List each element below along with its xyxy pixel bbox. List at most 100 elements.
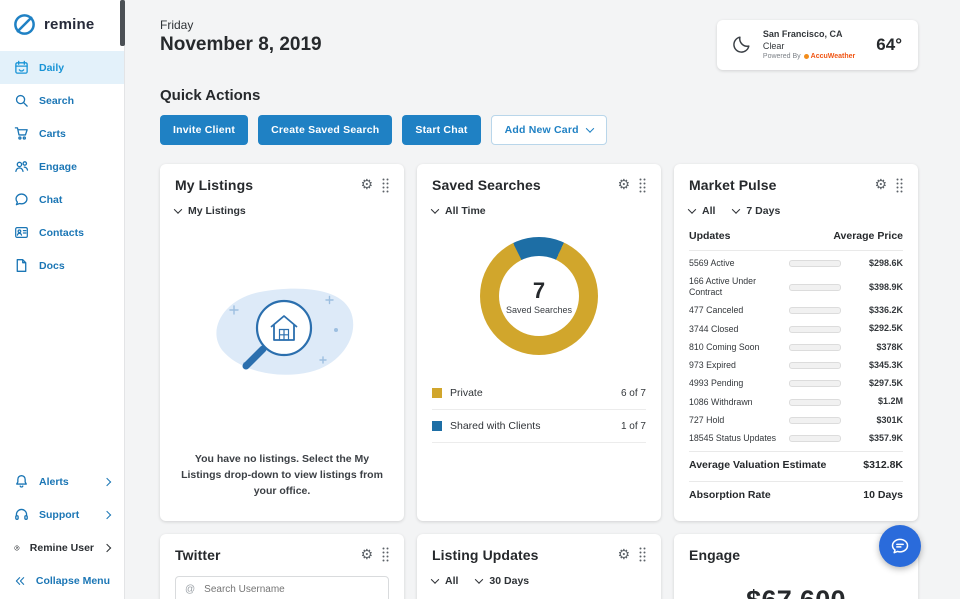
quick-actions-row: Invite Client Create Saved Search Start … bbox=[160, 115, 918, 146]
average-price-value: $292.5K bbox=[868, 323, 903, 334]
drag-handle-icon[interactable] bbox=[639, 547, 646, 562]
date-label: November 8, 2019 bbox=[160, 34, 322, 55]
range-filter-dropdown[interactable]: 7 Days bbox=[732, 205, 781, 218]
market-pulse-row: 1086 Withdrawn $1.2M bbox=[689, 393, 903, 411]
market-pulse-row: 727 Hold $301K bbox=[689, 411, 903, 429]
sidebar-item-contacts[interactable]: Contacts bbox=[0, 216, 124, 249]
remine-logo-icon bbox=[14, 14, 35, 35]
average-valuation-row: Average Valuation Estimate $312.8K bbox=[689, 450, 903, 478]
drag-handle-icon[interactable] bbox=[639, 178, 646, 193]
market-pulse-row: 166 Active Under Contract $398.9K bbox=[689, 273, 903, 302]
chevron-right-icon bbox=[102, 543, 112, 552]
gear-icon[interactable]: ⚙ bbox=[617, 177, 630, 194]
average-price-value: $378K bbox=[876, 341, 903, 352]
updates-column-header: Updates bbox=[689, 230, 731, 243]
sidebar-item-docs[interactable]: Docs bbox=[0, 249, 124, 282]
gear-icon[interactable]: ⚙ bbox=[360, 546, 373, 563]
chat-fab-button[interactable] bbox=[879, 525, 921, 567]
sidebar-item-collapse-menu[interactable]: Collapse Menu bbox=[0, 564, 124, 597]
main-content: Friday November 8, 2019 San Francisco, C… bbox=[126, 0, 960, 599]
sidebar-item-label: Chat bbox=[39, 193, 63, 206]
status-count-label: 4993 Pending bbox=[689, 378, 744, 389]
sidebar-item-chat[interactable]: Chat bbox=[0, 183, 124, 216]
average-price-value: $336.2K bbox=[868, 305, 903, 316]
add-new-card-button[interactable]: Add New Card bbox=[490, 115, 607, 146]
summary-label: Average Valuation Estimate bbox=[689, 458, 827, 471]
legend-label: Private bbox=[450, 387, 483, 400]
card-title: Engage bbox=[689, 546, 741, 563]
gear-icon[interactable]: ⚙ bbox=[874, 177, 887, 194]
headset-icon bbox=[15, 508, 28, 520]
average-price-value: $297.5K bbox=[868, 378, 903, 389]
people-icon bbox=[15, 161, 29, 173]
legend-swatch bbox=[432, 421, 442, 432]
contact-card-icon bbox=[15, 227, 28, 238]
gear-icon[interactable]: ⚙ bbox=[617, 546, 630, 563]
sidebar-item-label: Contacts bbox=[39, 226, 84, 239]
twitter-search-box: @ bbox=[175, 575, 389, 599]
weather-powered-by: Powered By AccuWeather bbox=[763, 52, 855, 61]
sidebar-item-carts[interactable]: Carts bbox=[0, 117, 124, 150]
sidebar-item-label: Carts bbox=[39, 127, 66, 140]
card-title: My Listings bbox=[175, 177, 254, 194]
card-saved-searches: Saved Searches ⚙ All Time 7 Saved Search… bbox=[417, 164, 661, 521]
market-pulse-rows: 5569 Active $298.6K 166 Active Under Con… bbox=[689, 254, 903, 447]
collapse-chevrons-icon bbox=[15, 576, 25, 585]
sidebar-item-remine-user[interactable]: Remine User bbox=[0, 531, 124, 564]
drag-handle-icon[interactable] bbox=[896, 178, 903, 193]
status-count-label: 18545 Status Updates bbox=[689, 433, 777, 444]
remine-logo[interactable]: remine bbox=[0, 0, 124, 51]
twitter-search-input[interactable] bbox=[202, 582, 379, 596]
price-bar-track bbox=[789, 362, 841, 370]
card-listing-updates: Listing Updates ⚙ All 30 Days bbox=[417, 533, 661, 599]
cards-row-1: My Listings ⚙ My Listings bbox=[160, 164, 918, 521]
legend-label: Shared with Clients bbox=[450, 420, 541, 433]
bell-icon bbox=[16, 475, 27, 488]
card-my-listings: My Listings ⚙ My Listings bbox=[160, 164, 404, 521]
status-count-label: 973 Expired bbox=[689, 360, 736, 371]
absorption-rate-row: Absorption Rate 10 Days bbox=[689, 480, 903, 508]
summary-value: 10 Days bbox=[863, 488, 903, 501]
saved-searches-count: 7 bbox=[532, 277, 546, 303]
market-pulse-row: 5569 Active $298.6K bbox=[689, 254, 903, 272]
price-bar-track bbox=[789, 307, 841, 315]
chevron-down-icon bbox=[430, 205, 440, 215]
legend-swatch bbox=[432, 388, 442, 399]
accuweather-logo: AccuWeather bbox=[803, 52, 855, 61]
sidebar-item-daily[interactable]: Daily bbox=[0, 51, 124, 84]
legend-value: 1 of 7 bbox=[620, 420, 646, 432]
sidebar-item-label: Alerts bbox=[39, 475, 69, 488]
price-bar-track bbox=[789, 398, 841, 406]
status-count-label: 3744 Closed bbox=[689, 323, 739, 334]
status-count-label: 166 Active Under Contract bbox=[689, 276, 756, 298]
chevron-down-icon bbox=[687, 205, 697, 215]
my-listings-dropdown[interactable]: My Listings bbox=[173, 205, 389, 217]
market-pulse-headers: Updates Average Price bbox=[689, 217, 903, 252]
sidebar-item-label: Remine User bbox=[29, 541, 94, 554]
sidebar-scrollbar-thumb[interactable] bbox=[120, 0, 125, 46]
status-filter-dropdown[interactable]: All bbox=[430, 574, 459, 587]
average-price-value: $357.9K bbox=[868, 432, 903, 443]
drag-handle-icon[interactable] bbox=[382, 547, 389, 562]
sidebar-item-support[interactable]: Support bbox=[0, 498, 124, 531]
price-bar-track bbox=[789, 380, 841, 388]
document-icon bbox=[16, 259, 27, 272]
legend-item-private: Private 6 of 7 bbox=[432, 377, 646, 411]
range-filter-dropdown[interactable]: 30 Days bbox=[475, 575, 529, 587]
drag-handle-icon[interactable] bbox=[382, 178, 389, 193]
time-range-dropdown[interactable]: All Time bbox=[430, 205, 646, 217]
dropdown-value: All bbox=[445, 574, 459, 587]
sidebar-item-alerts[interactable]: Alerts bbox=[0, 465, 124, 498]
dropdown-value: 7 Days bbox=[746, 205, 781, 218]
price-bar-track bbox=[789, 416, 841, 424]
price-bar-track bbox=[789, 343, 841, 351]
status-filter-dropdown[interactable]: All bbox=[687, 205, 715, 217]
gear-icon[interactable]: ⚙ bbox=[360, 177, 373, 194]
invite-client-button[interactable]: Invite Client bbox=[160, 115, 249, 146]
weather-location: San Francisco, CA bbox=[762, 29, 843, 39]
price-bar-track bbox=[789, 435, 841, 443]
start-chat-button[interactable]: Start Chat bbox=[402, 115, 481, 146]
sidebar-item-search[interactable]: Search bbox=[0, 84, 124, 117]
sidebar-item-engage[interactable]: Engage bbox=[0, 150, 124, 183]
create-saved-search-button[interactable]: Create Saved Search bbox=[258, 115, 393, 146]
